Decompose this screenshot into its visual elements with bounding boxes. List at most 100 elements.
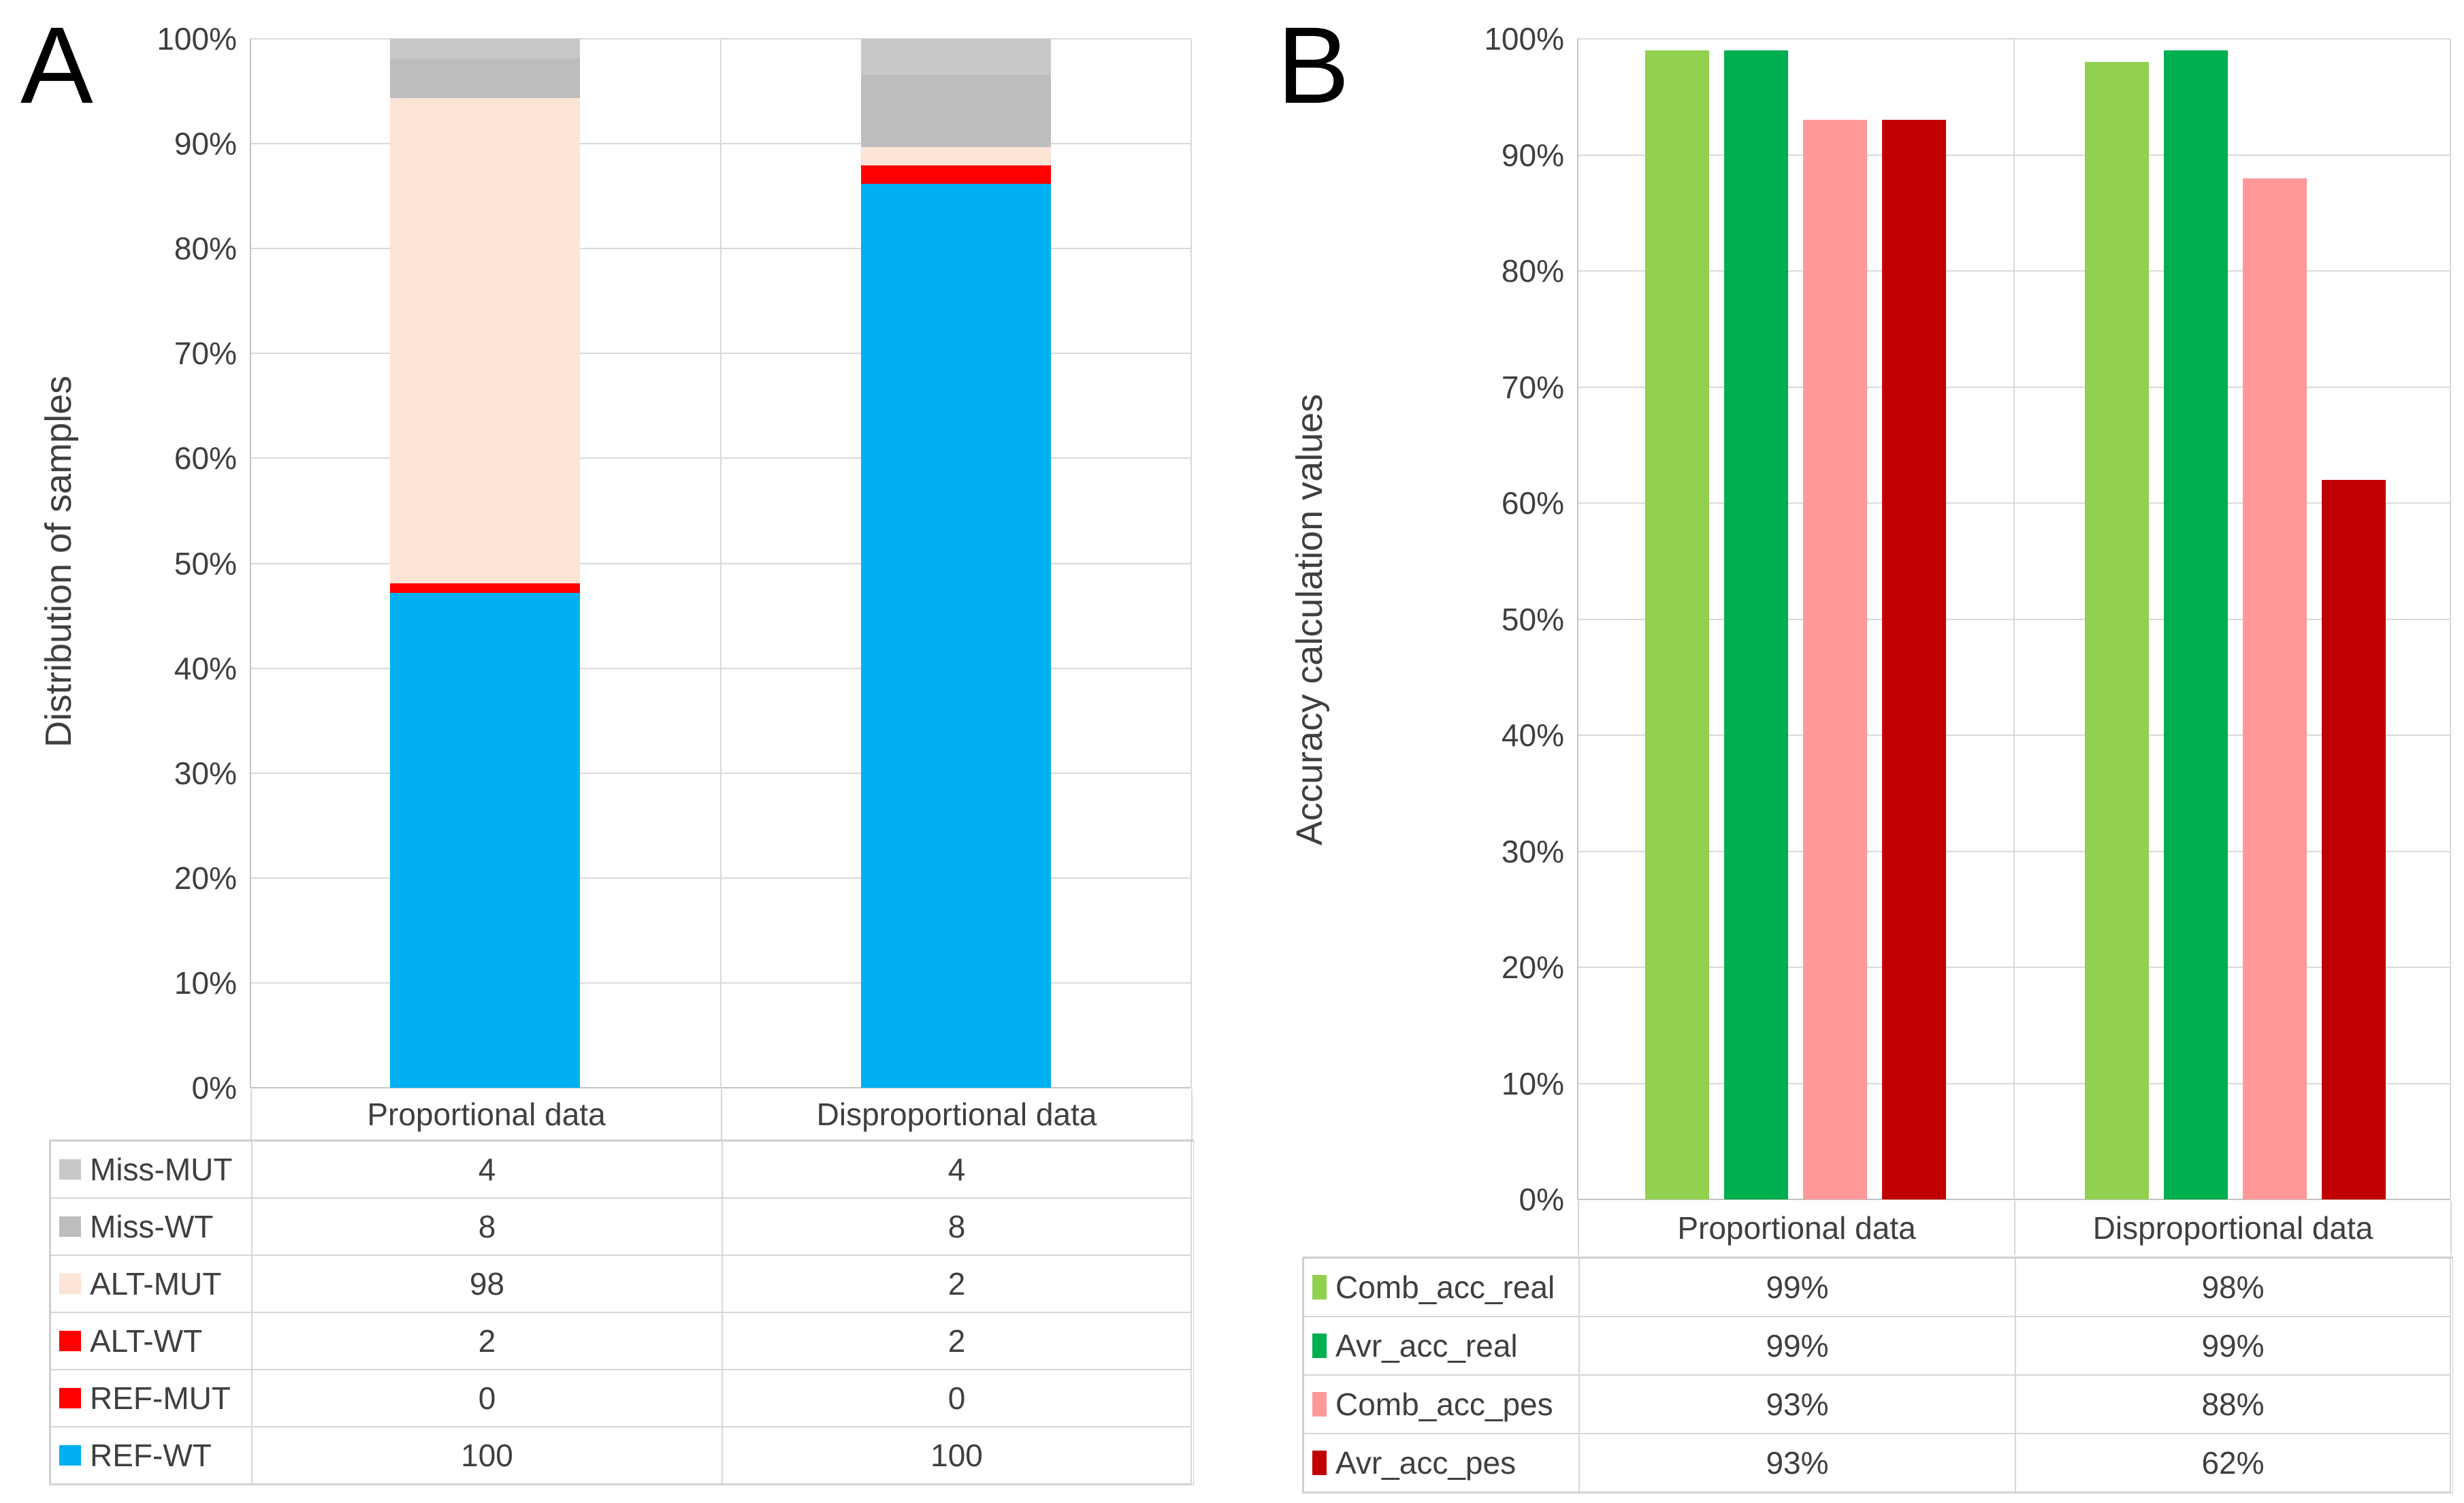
- y-axis-ticks-a: 100% 90% 80% 70% 60% 50% 40% 30% 20% 10% 0%: [102, 21, 237, 1105]
- table-value: 4: [253, 1142, 723, 1199]
- y-tick-label: 20%: [1501, 950, 1564, 985]
- series-label-cell: REF-MUT: [51, 1370, 253, 1427]
- y-tick-label: 30%: [174, 755, 237, 791]
- table-value: 93%: [1580, 1434, 2016, 1493]
- y-tick-label: 60%: [1501, 485, 1564, 521]
- data-table-a: Miss-MUT 4 4 Miss-WT 8 8 ALT-MUT 98 2 ALT-WT 2 2 REF…: [49, 1140, 1194, 1485]
- bar-segment-Miss-MUT: [861, 39, 1051, 76]
- table-value: 4: [723, 1142, 1192, 1199]
- y-tick-label: 10%: [174, 965, 237, 1001]
- y-axis-line: [1577, 39, 1578, 1199]
- category-label: Proportional data: [1579, 1201, 2015, 1255]
- y-tick-label: 40%: [174, 650, 237, 686]
- table-value: 0: [723, 1370, 1192, 1427]
- table-value: 2: [253, 1313, 723, 1370]
- bar-Avr_acc_pes: [1882, 120, 1946, 1199]
- x-axis-labels-a: Proportional data Disproportional data: [250, 1089, 1193, 1140]
- series-name: Avr_acc_real: [1335, 1328, 1518, 1363]
- series-label-cell: ALT-MUT: [51, 1256, 253, 1313]
- series-name: ALT-MUT: [90, 1266, 222, 1302]
- category-label: Disproportional data: [2015, 1201, 2452, 1255]
- series-label-cell: Avr_acc_pes: [1304, 1434, 1580, 1493]
- bar-Comb_acc_pes: [1803, 120, 1867, 1199]
- series-name: REF-MUT: [90, 1380, 231, 1416]
- table-value: 99%: [1580, 1259, 2016, 1317]
- y-tick-label: 100%: [1484, 21, 1564, 56]
- bar-segment-ALT-MUT: [861, 147, 1051, 165]
- series-label-cell: REF-WT: [51, 1427, 253, 1485]
- y-tick-label: 10%: [1501, 1065, 1564, 1101]
- series-label-cell: Avr_acc_real: [1304, 1317, 1580, 1376]
- series-name: Miss-MUT: [90, 1152, 233, 1187]
- y-tick-label: 100%: [157, 21, 237, 56]
- table-value: 98%: [2016, 1259, 2451, 1317]
- x-axis-line: [1578, 1199, 2450, 1200]
- table-value: 8: [253, 1199, 723, 1256]
- series-label-cell: Comb_acc_pes: [1304, 1376, 1580, 1434]
- v-gridline: [2013, 39, 2015, 1199]
- series-label-cell: Comb_acc_real: [1304, 1259, 1580, 1317]
- table-value: 100: [253, 1427, 723, 1485]
- y-tick-label: 0%: [191, 1070, 237, 1105]
- y-tick-label: 80%: [1501, 253, 1564, 289]
- legend-swatch-REF-MUT: [59, 1388, 81, 1408]
- series-name: Comb_acc_pes: [1335, 1387, 1553, 1422]
- series-name: REF-WT: [90, 1438, 212, 1473]
- table-value: 0: [253, 1370, 723, 1427]
- bar-segment-REF-WT: [861, 183, 1051, 1088]
- v-gridline: [2450, 39, 2451, 1199]
- v-gridline: [720, 39, 722, 1088]
- bar-segment-ALT-MUT: [390, 98, 580, 583]
- series-label-cell: Miss-WT: [51, 1199, 253, 1256]
- panel-b-letter: B: [1277, 4, 1350, 126]
- legend-swatch-Miss-WT: [59, 1216, 81, 1237]
- bar-Comb_acc_pes: [2243, 178, 2307, 1199]
- plot-area-b: [1577, 38, 2451, 1200]
- series-name: Miss-WT: [90, 1209, 214, 1244]
- series-name: Comb_acc_real: [1335, 1270, 1555, 1305]
- table-value: 93%: [1580, 1376, 2016, 1434]
- y-tick-label: 90%: [1501, 137, 1564, 173]
- bar-segment-Miss-MUT: [390, 39, 580, 59]
- y-axis-title-a: Distribution of samples: [38, 375, 79, 748]
- y-tick-label: 40%: [1501, 717, 1564, 753]
- y-tick-label: 30%: [1501, 833, 1564, 869]
- bar-group: [2085, 39, 2386, 1199]
- bar-Comb_acc_real: [1645, 50, 1709, 1199]
- bar-segment-REF-WT: [390, 593, 580, 1088]
- stacked-bar: [861, 39, 1051, 1088]
- table-value: 62%: [2016, 1434, 2451, 1493]
- y-tick-label: 20%: [174, 860, 237, 896]
- bar-segment-Miss-WT: [861, 75, 1051, 148]
- legend-swatch-Avr_acc_pes: [1312, 1451, 1327, 1475]
- bar-segment-ALT-WT: [390, 583, 580, 594]
- x-axis-line: [250, 1087, 1191, 1088]
- category-label: Proportional data: [252, 1089, 722, 1140]
- table-value: 8: [723, 1199, 1192, 1256]
- bar-group: [1645, 39, 1946, 1199]
- y-tick-label: 0%: [1519, 1182, 1564, 1217]
- category-label: Disproportional data: [722, 1089, 1193, 1140]
- bar-segment-ALT-WT: [861, 165, 1051, 184]
- y-tick-label: 50%: [1501, 601, 1564, 637]
- table-value: 99%: [1580, 1317, 2016, 1376]
- y-tick-label: 50%: [174, 545, 237, 581]
- series-label-cell: ALT-WT: [51, 1313, 253, 1370]
- y-tick-label: 70%: [174, 336, 237, 372]
- plot-area-a: [250, 38, 1192, 1088]
- legend-swatch-REF-WT: [59, 1445, 81, 1466]
- table-value: 2: [723, 1313, 1192, 1370]
- bar-Avr_acc_real: [1724, 50, 1788, 1199]
- table-value: 2: [723, 1256, 1192, 1313]
- bar-segment-Miss-WT: [390, 59, 580, 99]
- table-value: 88%: [2016, 1376, 2451, 1434]
- bar-Comb_acc_real: [2085, 62, 2149, 1199]
- series-name: ALT-WT: [90, 1323, 203, 1359]
- y-axis-ticks-b: 100% 90% 80% 70% 60% 50% 40% 30% 20% 10% 0%: [1429, 21, 1564, 1217]
- legend-swatch-ALT-MUT: [59, 1274, 81, 1294]
- legend-swatch-Avr_acc_real: [1312, 1334, 1327, 1358]
- y-axis-line: [250, 39, 251, 1088]
- y-axis-title-b: Accuracy calculation values: [1289, 393, 1330, 845]
- x-axis-labels-b: Proportional data Disproportional data: [1578, 1201, 2452, 1255]
